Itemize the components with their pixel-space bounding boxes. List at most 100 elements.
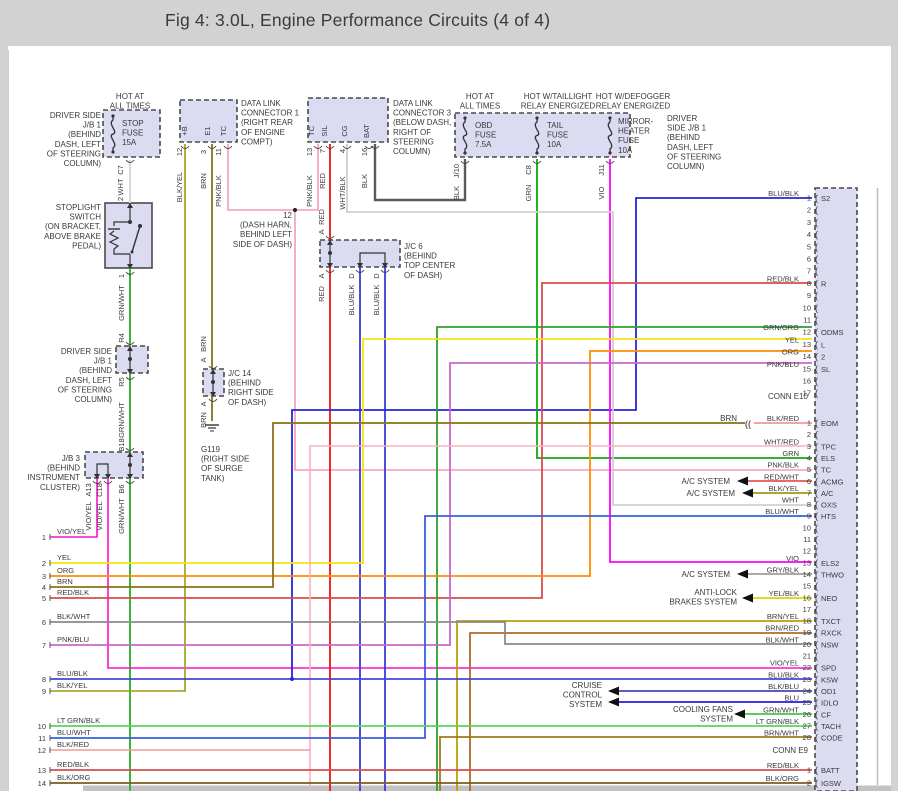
- pin-number: 19: [803, 628, 811, 637]
- horizontal-scrollbar[interactable]: [83, 785, 898, 791]
- pin-name: ODMS: [821, 328, 844, 337]
- label-block-26: COOLING FANS: [673, 705, 733, 714]
- wire-bluwht-hts: [50, 515, 812, 739]
- label-block-10: 10A: [547, 140, 562, 149]
- arrowhead-down: [127, 369, 133, 374]
- stub-number: 11: [38, 734, 46, 743]
- junction-dot: [328, 251, 332, 255]
- vertical-wire-label: 12: [175, 148, 184, 156]
- fuse-symbol-1: [462, 118, 468, 153]
- pin-name: OXS: [821, 501, 837, 510]
- pin-number: 6: [807, 255, 811, 264]
- resistor-zigzag: [108, 230, 130, 255]
- vertical-wire-label: A13: [84, 483, 93, 496]
- pin-bracket-glyph: (: [815, 721, 818, 731]
- dlc1-box: [179, 99, 238, 143]
- pin-bracket-glyph: (: [815, 303, 818, 313]
- fuse-terminal: [111, 114, 115, 118]
- stub-wire-label: BRN: [57, 577, 73, 586]
- label-block-15: (BEHIND: [79, 366, 112, 375]
- stub-wire-label: ORG: [57, 566, 74, 575]
- pin-number: 28: [803, 733, 811, 742]
- pin-bracket: [180, 145, 190, 149]
- label-block-24: BRAKES SYSTEM: [669, 598, 737, 607]
- label-block-17: (RIGHT SIDE: [201, 455, 249, 464]
- wire-color-label: PNK/BLU: [767, 360, 799, 369]
- pin-number: 20: [803, 640, 811, 649]
- label-block-24: ANTI-LOCK: [694, 588, 737, 597]
- pin-bracket: [125, 447, 135, 451]
- vertical-wire-label: GRN/WHT: [117, 285, 126, 321]
- pin-number: 6: [807, 477, 811, 486]
- pin-number: 3: [807, 442, 811, 451]
- label-block-13: 12: [283, 211, 292, 220]
- wire-color-label: VIO/YEL: [770, 659, 799, 668]
- stub-wire-label: BLU/BLK: [57, 669, 88, 678]
- pin-number: 23: [803, 675, 811, 684]
- vertical-wire-label: BRN: [199, 336, 208, 352]
- vertical-wire-label: J/10: [452, 164, 461, 178]
- label-block-16: (BEHIND: [228, 379, 261, 388]
- wire-whtred-tpc: [309, 445, 812, 791]
- pin-bracket-glyph: (: [815, 217, 818, 227]
- pin-bracket-glyph: (: [815, 698, 818, 708]
- wire-color-label: RED/BLK: [767, 761, 799, 770]
- vertical-wire-label: BLU/BLK: [372, 285, 381, 316]
- pin-name: ELS2: [821, 559, 839, 568]
- arrowhead-up: [127, 203, 133, 208]
- wire-brnyel-txct: [456, 620, 812, 791]
- pin-bracket-glyph: (: [815, 430, 818, 440]
- system-arrow: [737, 476, 748, 486]
- label-block-3: COLUMN): [393, 147, 431, 156]
- label-block-1: J/B 1: [83, 121, 102, 130]
- pin-number: 27: [803, 721, 811, 730]
- pin-bracket-glyph: (: [815, 376, 818, 386]
- label-block-5: HOT W/TAILLIGHT: [524, 92, 593, 101]
- vertical-wire-label: VIO/YEL: [95, 501, 104, 530]
- pin-name: NSW: [821, 640, 839, 649]
- vertical-wire-label: GRN: [524, 185, 533, 202]
- stub-number: 14: [38, 779, 46, 788]
- splice-symbol: ((: [745, 419, 751, 429]
- label-block-12: PEDAL): [72, 241, 101, 250]
- pin-number: 2: [807, 779, 811, 788]
- pin-name: TACH: [821, 722, 841, 731]
- pin-name: ACMG: [821, 477, 844, 486]
- pin-bracket-glyph: (: [815, 569, 818, 579]
- vertical-wire-label: A: [199, 401, 208, 406]
- pin-number: 24: [803, 686, 811, 695]
- pin-bracket-glyph: (: [815, 778, 818, 788]
- label-block-27: BRN: [720, 414, 737, 423]
- pin-number: 8: [807, 500, 811, 509]
- diagram-canvas: ((HOT AT ALL TIMES DRIVER SIDE J/B 1 (BEHIND…: [8, 46, 898, 791]
- pin-bracket-glyph: (: [815, 453, 818, 463]
- label-block-13: BEHIND LEFT: [240, 230, 292, 239]
- vertical-wire-label: BRN: [199, 173, 208, 189]
- stub-wire-label: PNK/BLU: [57, 635, 89, 644]
- pin-bracket-glyph: (: [815, 193, 818, 203]
- jb3-jumper: [96, 463, 109, 478]
- label-block-7: COLUMN): [667, 162, 705, 171]
- pin-bracket-glyph: (: [815, 593, 818, 603]
- stub-number: 5: [42, 594, 46, 603]
- wire-color-label: VIO: [786, 554, 799, 563]
- wire-org-2: [50, 350, 812, 577]
- label-block-17: OF SURGE: [201, 464, 243, 473]
- pin-bracket-glyph: (: [815, 604, 818, 614]
- vertical-wire-label: 13: [305, 148, 314, 156]
- pin-name: HTS: [821, 512, 836, 521]
- label-block-17: TANK): [201, 474, 225, 483]
- wire-color-label: RED/BLK: [767, 274, 799, 283]
- vertical-wire-label: BLK: [360, 174, 369, 188]
- label-block-16: J/C 14: [228, 369, 252, 378]
- vertical-wire-label: A: [317, 273, 326, 278]
- label-block-10: FUSE: [547, 131, 568, 140]
- vertical-wire-label: E1: [203, 126, 212, 135]
- wire-pnkblk-tc: [294, 210, 812, 471]
- wire-vio-els2: [609, 159, 812, 563]
- label-block-12: (ON BRACKET,: [45, 222, 101, 231]
- pin-number: 2: [807, 206, 811, 215]
- vertical-wire-label: 1: [117, 274, 126, 278]
- pin-bracket: [532, 160, 542, 164]
- junction-dot: [138, 224, 142, 228]
